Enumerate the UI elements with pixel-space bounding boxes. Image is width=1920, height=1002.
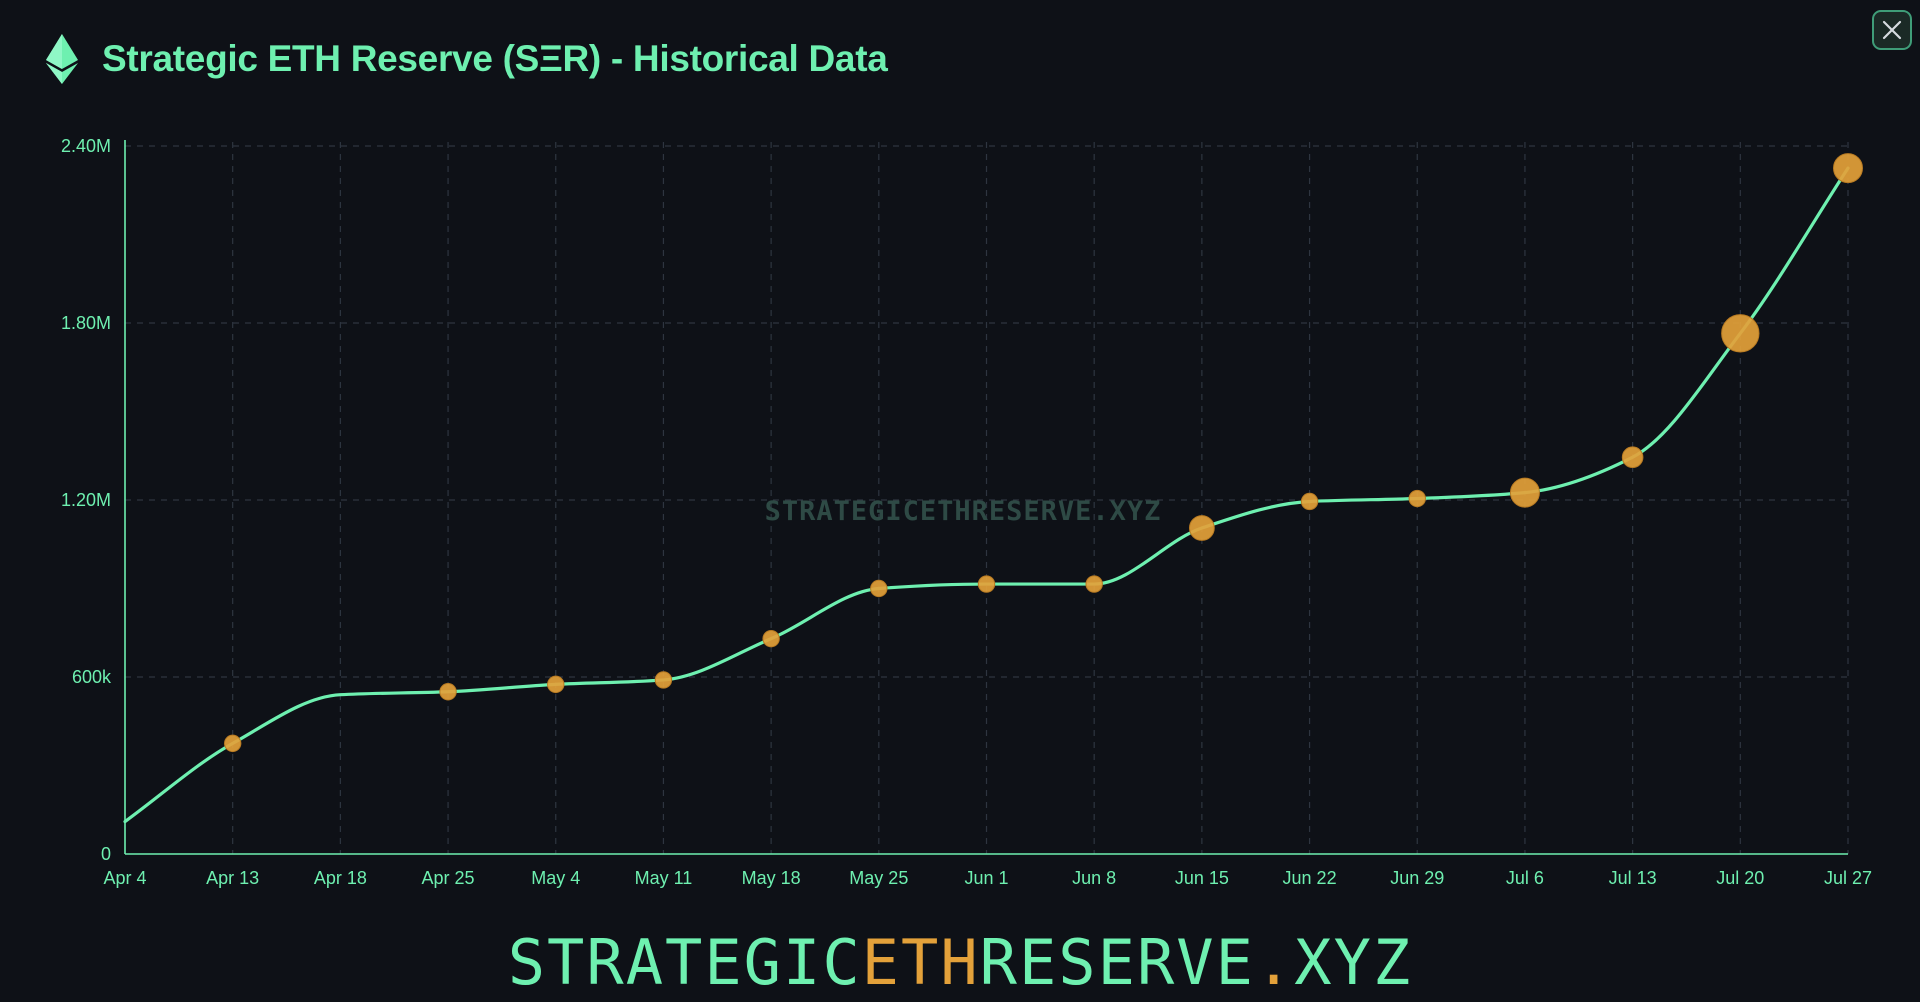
data-point: [223, 734, 242, 753]
brand-footer-part-dot: .: [1254, 926, 1295, 999]
series-line: [123, 166, 1850, 824]
x-tick-label: Apr 4: [103, 868, 146, 888]
brand-footer-part-xyz: XYZ: [1294, 926, 1413, 999]
data-point: [1621, 446, 1644, 469]
x-tick-label: Jul 6: [1506, 868, 1544, 888]
x-tick-label: Jun 22: [1283, 868, 1337, 888]
y-tick-label: 0: [101, 844, 111, 864]
close-icon: [1882, 20, 1902, 40]
x-tick-label: Jun 1: [964, 868, 1008, 888]
chart: 0 600k 1.20M 1.80M 2.40M Apr 4 Apr 13 Apr 18 Apr…: [61, 136, 1872, 888]
data-point: [762, 629, 780, 648]
y-tick-label: 600k: [72, 667, 112, 687]
x-tick-label: Apr 25: [422, 868, 475, 888]
brand-footer-part-strategic: STRATEGIC: [507, 926, 862, 999]
data-point: [1721, 314, 1760, 353]
data-point: [977, 575, 996, 593]
x-tick-label: May 4: [531, 868, 580, 888]
data-point: [1509, 477, 1540, 508]
x-tick-label: Jun 15: [1175, 868, 1229, 888]
x-tick-label: Jul 20: [1716, 868, 1764, 888]
x-tick-label: Apr 18: [314, 868, 367, 888]
data-point: [1300, 492, 1319, 511]
chart-watermark: STRATEGICETHRESERVE.XYZ: [765, 496, 1162, 527]
x-tick-label: Jul 27: [1824, 868, 1872, 888]
x-tick-label: May 11: [635, 868, 693, 888]
x-tick-label: Jul 13: [1609, 868, 1657, 888]
data-point: [1833, 153, 1863, 184]
data-point: [870, 579, 888, 598]
brand-footer: STRATEGICETHRESERVE.XYZ: [0, 926, 1920, 999]
brand-footer-part-eth: ETH: [861, 926, 980, 999]
x-tick-label: Jun 8: [1072, 868, 1116, 888]
y-tick-label: 2.40M: [61, 136, 111, 156]
data-point: [654, 671, 673, 689]
x-tick-label: Jun 29: [1390, 868, 1444, 888]
data-point: [439, 683, 457, 701]
page-title: Strategic ETH Reserve (SΞR) - Historical…: [102, 38, 888, 79]
data-point: [1408, 489, 1426, 508]
y-tick-label: 1.20M: [61, 490, 111, 510]
data-point: [1188, 515, 1215, 541]
header: Strategic ETH Reserve (SΞR) - Historical…: [44, 34, 888, 84]
x-tick-label: Apr 13: [206, 868, 259, 888]
x-tick-label: May 18: [742, 868, 801, 888]
brand-footer-part-reserve: RESERVE: [979, 926, 1255, 999]
data-point: [1085, 575, 1103, 593]
close-button[interactable]: [1872, 10, 1912, 50]
ethereum-icon: [46, 34, 78, 84]
y-tick-label: 1.80M: [61, 313, 111, 333]
x-tick-label: May 25: [849, 868, 908, 888]
data-point: [547, 675, 565, 694]
